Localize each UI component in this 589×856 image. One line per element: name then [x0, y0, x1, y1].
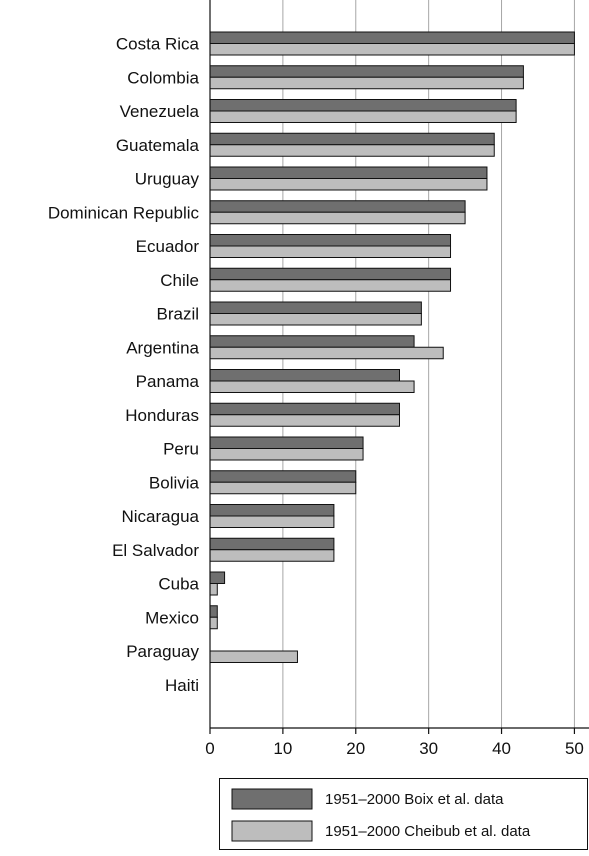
legend-label-series-2: 1951–2000 Cheibub et al. data [325, 823, 531, 840]
category-label-haiti: Haiti [165, 676, 199, 695]
bar-peru-series-1 [209, 436, 364, 449]
bar-colombia-series-1 [209, 65, 524, 78]
bar-mexico-series-1 [209, 605, 218, 618]
category-label-nicaragua: Nicaragua [122, 507, 200, 526]
bar-ecuador-series-1 [209, 234, 452, 247]
bar-el-salvador-series-1 [209, 537, 335, 551]
x-tick-label-20: 20 [346, 739, 365, 758]
bar-bolivia-series-2 [209, 481, 357, 495]
bar-cuba-series-2 [209, 583, 218, 596]
category-label-honduras: Honduras [125, 406, 199, 425]
bar-ecuador-series-2 [209, 245, 452, 258]
bar-dominican-republic-series-1 [209, 200, 466, 213]
legend-label-series-1: 1951–2000 Boix et al. data [325, 791, 504, 808]
bar-argentina-series-2 [209, 346, 444, 360]
category-label-el-salvador: El Salvador [112, 541, 199, 560]
bar-paraguay-series-2 [209, 650, 298, 663]
bar-colombia-series-2 [209, 76, 524, 90]
tick-labels: 0 10 20 30 40 50 [205, 739, 584, 758]
legend: 1951–2000 Boix et al. data 1951–2000 Chei… [219, 778, 588, 850]
category-label-bolivia: Bolivia [149, 473, 200, 492]
bar-uruguay-series-1 [209, 166, 488, 179]
bar-costa-rica-series-2 [209, 43, 575, 56]
category-label-panama: Panama [136, 372, 200, 391]
x-tick-label-30: 30 [419, 739, 438, 758]
bar-honduras-series-1 [209, 402, 400, 416]
bar-el-salvador-series-2 [209, 549, 335, 562]
bar-nicaragua-series-1 [209, 504, 335, 517]
bar-chile-series-1 [209, 267, 452, 281]
bar-venezuela-series-1 [209, 99, 517, 112]
bar-peru-series-2 [209, 448, 364, 461]
category-label-mexico: Mexico [145, 608, 199, 627]
bar-guatemala-series-1 [209, 132, 495, 146]
legend-swatch-series-1 [231, 788, 313, 810]
category-label-dominican-republic: Dominican Republic [48, 203, 200, 222]
x-tick-label-10: 10 [273, 739, 292, 758]
bar-nicaragua-series-2 [209, 515, 335, 528]
bar-chile-series-2 [209, 279, 452, 292]
x-tick-label-50: 50 [565, 739, 584, 758]
axes [209, 0, 589, 734]
category-label-venezuela: Venezuela [120, 102, 200, 121]
bar-cuba-series-1 [209, 571, 226, 584]
category-label-colombia: Colombia [127, 68, 199, 87]
bar-argentina-series-1 [209, 335, 415, 348]
bar-uruguay-series-2 [209, 178, 488, 191]
category-label-cuba: Cuba [158, 575, 199, 594]
category-label-uruguay: Uruguay [135, 170, 200, 189]
category-label-paraguay: Paraguay [126, 642, 199, 661]
bar-dominican-republic-series-2 [209, 211, 466, 225]
bar-costa-rica-series-1 [209, 31, 575, 44]
bar-panama-series-1 [209, 369, 400, 382]
category-label-argentina: Argentina [126, 338, 199, 357]
bar-honduras-series-2 [209, 414, 400, 427]
bar-bolivia-series-1 [209, 470, 357, 483]
category-label-costa-rica: Costa Rica [116, 35, 200, 54]
x-tick-label-0: 0 [205, 739, 214, 758]
bar-mexico-series-2 [209, 616, 218, 630]
bar-panama-series-2 [209, 380, 415, 393]
category-label-peru: Peru [163, 440, 199, 459]
bar-guatemala-series-2 [209, 144, 495, 157]
bar-venezuela-series-2 [209, 110, 517, 123]
bars [209, 31, 575, 663]
category-labels: Costa Rica Colombia Venezuela Guatemala Urug… [48, 35, 200, 695]
bar-brazil-series-1 [209, 301, 422, 314]
legend-swatch-series-2 [231, 820, 313, 842]
category-label-chile: Chile [160, 271, 199, 290]
category-label-brazil: Brazil [156, 305, 199, 324]
bar-brazil-series-2 [209, 313, 422, 326]
category-label-ecuador: Ecuador [136, 237, 200, 256]
x-tick-label-40: 40 [492, 739, 511, 758]
category-label-guatemala: Guatemala [116, 136, 200, 155]
